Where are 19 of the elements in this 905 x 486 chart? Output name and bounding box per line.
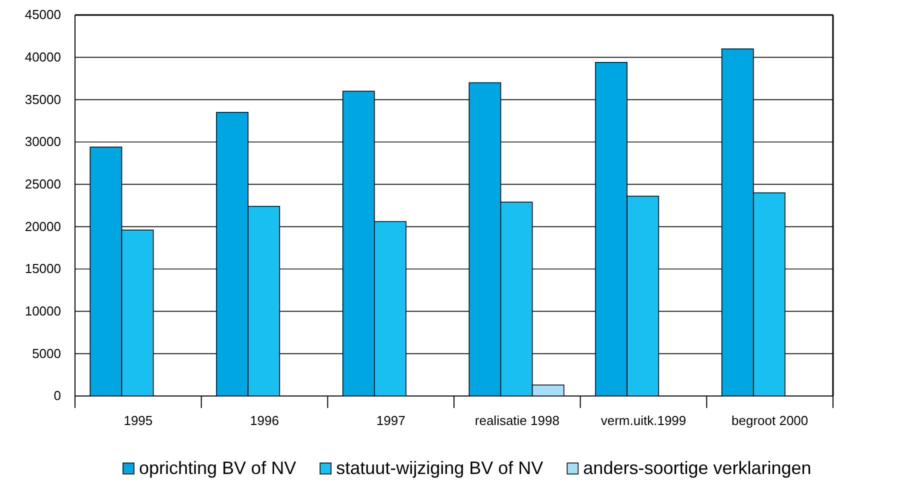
x-tick-label: 1996 xyxy=(250,413,279,428)
y-tick-label: 45000 xyxy=(24,7,61,22)
x-tick-label: realisatie 1998 xyxy=(474,413,560,428)
legend-label: oprichting BV of NV xyxy=(139,458,296,478)
y-tick-label: 30000 xyxy=(24,134,61,150)
x-tick-label: 1997 xyxy=(376,413,406,428)
y-tick-label: 20000 xyxy=(24,218,61,234)
y-tick-label: 35000 xyxy=(24,92,61,107)
x-tick-label: verm.uitk.1999 xyxy=(600,413,686,428)
y-tick-label: 40000 xyxy=(24,49,61,64)
y-tick-label: 0 xyxy=(54,388,61,404)
y-tick-label: 25000 xyxy=(24,176,61,192)
y-tick-label: 10000 xyxy=(24,303,61,318)
x-tick-label: 1995 xyxy=(124,413,153,428)
y-tick-label: 5000 xyxy=(32,346,61,361)
legend-label: statuut-wijziging BV of NV xyxy=(336,458,544,478)
y-tick-label: 15000 xyxy=(24,261,61,276)
legend-label: anders-soortige verklaringen xyxy=(583,458,812,478)
x-tick-label: begroot 2000 xyxy=(732,413,808,428)
